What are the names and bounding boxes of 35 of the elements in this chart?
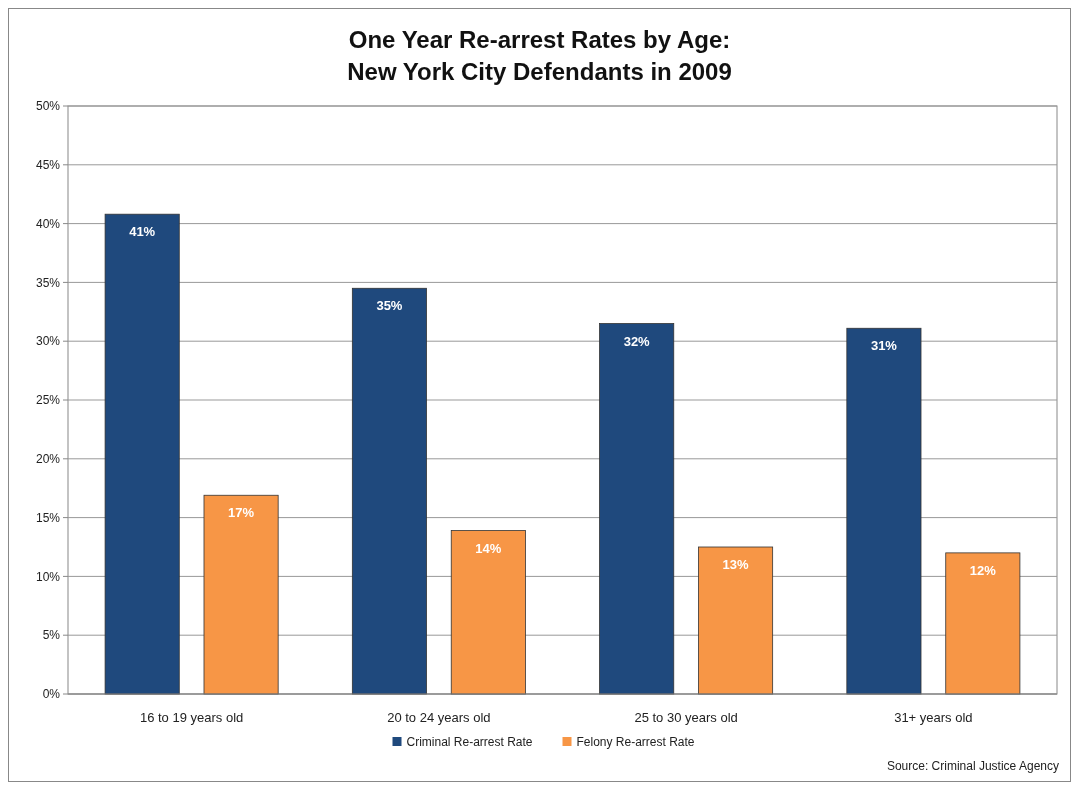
y-tick-label: 35% — [35, 275, 61, 290]
y-tick-label: 40% — [35, 216, 61, 231]
x-tick-label: 25 to 30 years old — [634, 710, 738, 725]
data-label: 13% — [722, 557, 750, 572]
y-tick-label: 30% — [35, 334, 61, 349]
bar — [698, 546, 774, 695]
y-tick-label: 25% — [35, 393, 61, 408]
bar — [450, 530, 526, 695]
data-label: 12% — [969, 562, 997, 578]
chart-title: One Year Re-arrest Rates by Age: New York City Defendants in 2009 — [347, 26, 732, 85]
bar — [351, 287, 427, 695]
x-tick-label: 20 to 24 years old — [387, 710, 491, 725]
bar — [104, 213, 180, 695]
data-label: 14% — [475, 540, 502, 556]
bar — [945, 552, 1021, 695]
y-tick-label: 45% — [35, 158, 61, 172]
bar — [846, 327, 922, 695]
legend-label: Criminal Re-arrest Rate — [406, 735, 533, 750]
y-tick-label: 10% — [35, 569, 61, 584]
y-tick-label: 0% — [42, 687, 61, 702]
legend-label: Felony Re-arrest Rate — [576, 735, 695, 750]
source-note: Source: Criminal Justice Agency — [886, 759, 1059, 773]
bar — [203, 494, 279, 695]
y-tick-label: 5% — [42, 628, 61, 643]
bar — [599, 323, 675, 695]
y-tick-label: 20% — [35, 452, 61, 466]
data-label: 31% — [870, 338, 898, 354]
y-tick-label: 15% — [35, 510, 61, 525]
y-tick-label: 50% — [35, 99, 61, 114]
data-label: 35% — [376, 298, 403, 314]
x-tick-label: 16 to 19 years old — [139, 710, 244, 725]
data-label: 32% — [623, 333, 651, 349]
data-label: 17% — [228, 505, 255, 521]
x-tick-label: 31+ years old — [894, 710, 973, 725]
data-label: 41% — [129, 224, 156, 240]
